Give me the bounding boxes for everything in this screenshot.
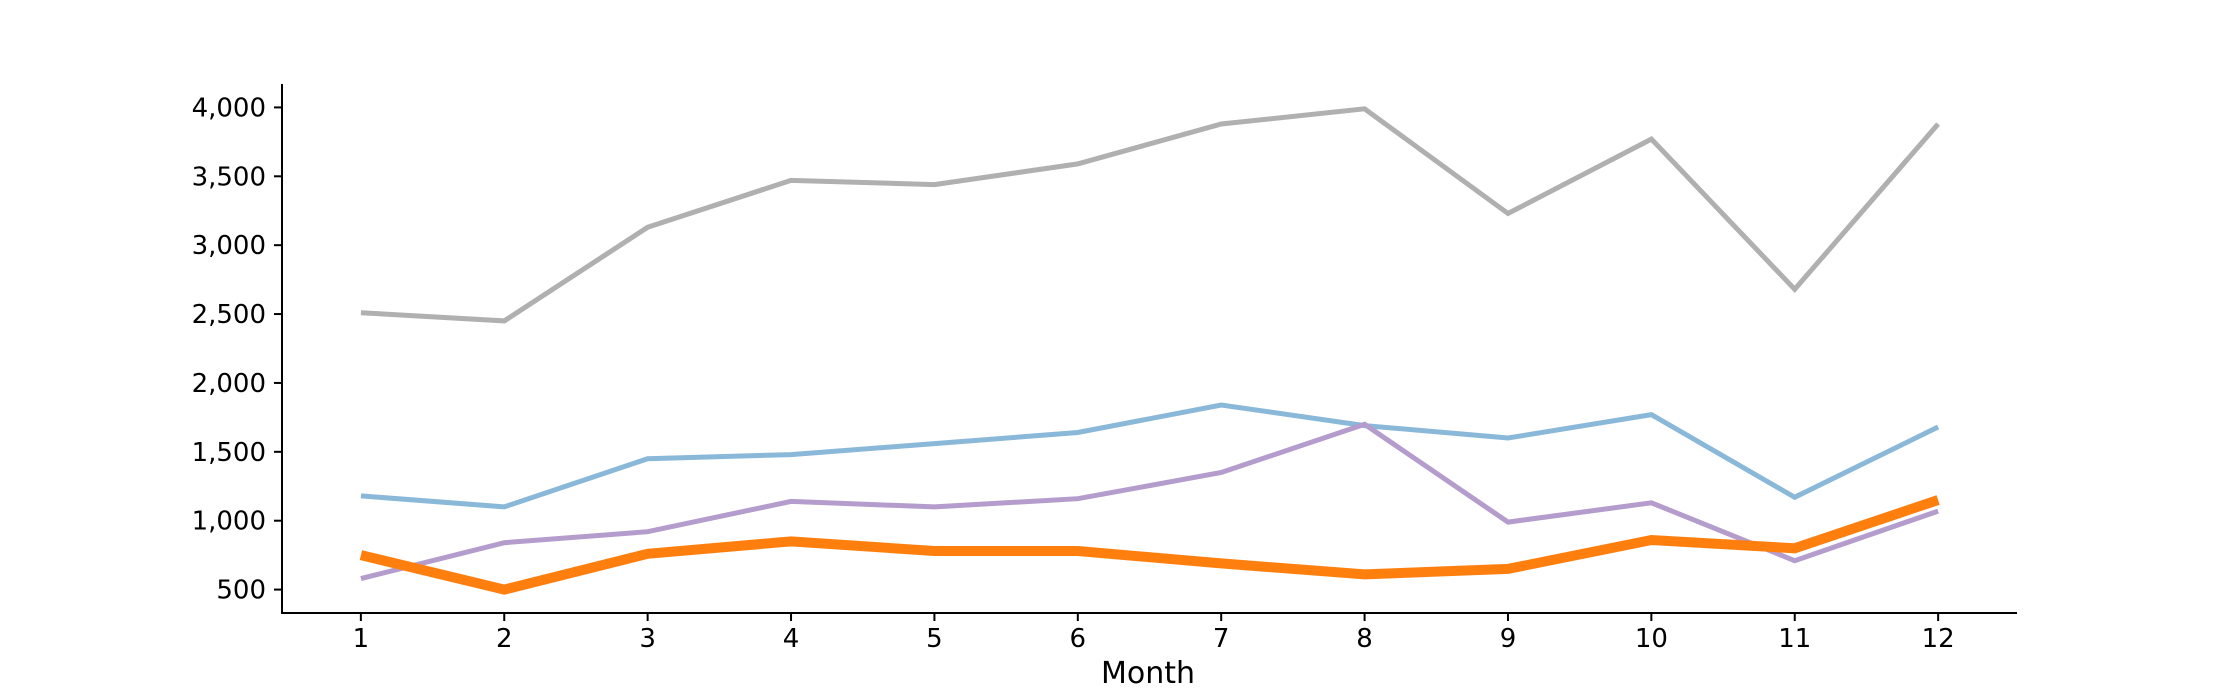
x-tick-label: 11 — [1778, 624, 1811, 654]
x-tick-label: 1 — [353, 624, 370, 654]
x-axis-title: Month — [1101, 656, 1195, 691]
series-line-4 — [359, 495, 1940, 595]
x-tick-label: 10 — [1635, 624, 1668, 654]
x-tick-label: 4 — [783, 624, 800, 654]
series-line-3 — [360, 421, 1939, 582]
x-tick-label: 8 — [1356, 624, 1373, 654]
x-tick-label: 7 — [1213, 624, 1230, 654]
y-tick-label: 2,000 — [192, 369, 266, 399]
y-tick-label: 1,500 — [192, 438, 266, 468]
x-tick-label: 6 — [1070, 624, 1087, 654]
x-tick-label: 9 — [1500, 624, 1517, 654]
y-tick-label: 500 — [216, 576, 266, 606]
y-tick-label: 4,000 — [192, 93, 266, 123]
series-layer — [359, 106, 1940, 595]
y-tick-label: 3,000 — [192, 231, 266, 261]
series-line-2 — [360, 402, 1940, 510]
x-tick-label: 3 — [639, 624, 656, 654]
y-tick-label: 3,500 — [192, 162, 266, 192]
y-ticks: 500 1,000 1,500 2,000 2,500 3,000 3,500 4,000 — [192, 93, 282, 606]
x-tick-label: 5 — [926, 624, 943, 654]
x-ticks: 1 2 3 4 5 6 7 8 9 10 11 12 — [353, 613, 1955, 654]
x-tick-label: 12 — [1922, 624, 1955, 654]
axes — [281, 84, 2017, 614]
x-tick-label: 2 — [496, 624, 513, 654]
series-line-1 — [360, 106, 1940, 324]
y-tick-label: 2,500 — [192, 300, 266, 330]
y-tick-label: 1,000 — [192, 507, 266, 537]
